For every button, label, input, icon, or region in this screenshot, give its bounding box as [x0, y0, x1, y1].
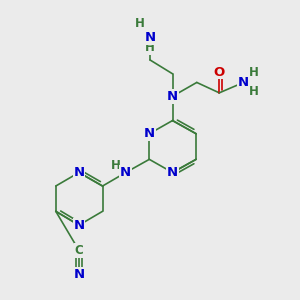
Text: N: N [167, 166, 178, 179]
Text: N: N [74, 268, 85, 281]
Text: H: H [110, 159, 120, 172]
Text: N: N [120, 166, 131, 179]
Text: N: N [74, 166, 85, 179]
Text: O: O [214, 66, 225, 79]
Text: N: N [167, 90, 178, 103]
Text: C: C [75, 244, 83, 257]
Text: H: H [249, 85, 259, 98]
Text: N: N [144, 31, 156, 44]
Text: H: H [249, 66, 259, 79]
Text: N: N [238, 76, 249, 89]
Text: N: N [144, 127, 155, 140]
Text: H: H [145, 41, 155, 54]
Text: N: N [74, 219, 85, 232]
Text: H: H [135, 17, 145, 30]
